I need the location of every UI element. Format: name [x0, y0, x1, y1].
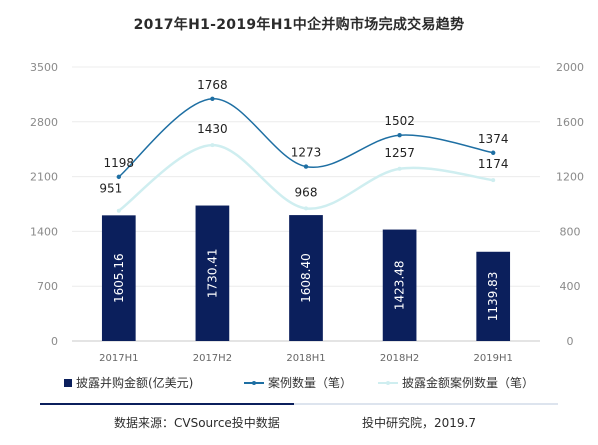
- data-source: 数据来源：CVSource投中数据: [114, 416, 280, 430]
- data-label-deal-count: 1198: [104, 156, 135, 170]
- data-label-bar: 1608.40: [299, 253, 313, 303]
- data-label-disclosed-count: 1174: [478, 157, 509, 171]
- data-point-deal-count: [491, 150, 496, 155]
- footer-rule-accent: [40, 403, 294, 405]
- x-axis-tick-label: 2017H2: [193, 353, 232, 364]
- right-axis-tick-label: 800: [560, 225, 581, 238]
- legend-swatch-line-deal-count: [244, 378, 264, 388]
- legend-item-disclosed-count: 披露金额案例数量（笔）: [378, 374, 534, 391]
- bar: [382, 229, 417, 341]
- legend: 披露并购金额(亿美元) 案例数量（笔） 披露金额案例数量（笔）: [0, 374, 598, 394]
- x-axis-tick-label: 2018H1: [286, 353, 325, 364]
- data-point-deal-count: [303, 164, 309, 169]
- footer: 数据来源：CVSource投中数据 投中研究院，2019.7: [0, 414, 598, 432]
- data-label-deal-count: 1768: [197, 78, 228, 92]
- x-axis-tick-label: 2017H1: [99, 353, 138, 364]
- x-axis-tick-label: 2018H2: [380, 353, 419, 364]
- left-axis-tick-label: 1400: [30, 225, 58, 238]
- footer-rule: [40, 403, 558, 405]
- left-axis-tick-label: 2800: [30, 116, 58, 129]
- right-axis-tick-label: 400: [560, 280, 581, 293]
- right-axis-tick-label: 0: [567, 335, 574, 348]
- data-point-disclosed-count: [491, 178, 496, 183]
- data-label-disclosed-count: 1257: [384, 146, 415, 160]
- data-point-disclosed-count: [210, 143, 215, 148]
- legend-label-deal-count: 案例数量（笔）: [268, 376, 353, 390]
- data-label-deal-count: 1273: [291, 146, 322, 160]
- legend-label-amount: 披露并购金额(亿美元): [76, 376, 194, 390]
- data-label-bar: 1605.16: [112, 253, 126, 303]
- data-label-disclosed-count: 1430: [197, 122, 228, 136]
- chart-title: 2017年H1-2019年H1中企并购市场完成交易趋势: [133, 17, 465, 33]
- series-line-deal-count: [118, 98, 494, 178]
- data-label-deal-count: 1502: [384, 114, 415, 128]
- bar: [195, 205, 230, 341]
- data-point-disclosed-count: [116, 208, 121, 213]
- right-axis-tick-label: 1600: [556, 116, 584, 129]
- data-label-disclosed-count: 951: [99, 182, 122, 196]
- data-point-disclosed-count: [397, 166, 402, 171]
- data-label-bar: 1730.41: [205, 248, 219, 298]
- data-point-deal-count: [397, 133, 402, 138]
- bar: [101, 215, 136, 341]
- report-brand: 投中研究院，2019.7: [362, 416, 476, 430]
- left-axis-tick-label: 0: [51, 335, 58, 348]
- bar: [476, 251, 511, 341]
- legend-item-deal-count: 案例数量（笔）: [244, 374, 352, 391]
- data-point-deal-count: [116, 174, 122, 180]
- bar: [289, 215, 323, 341]
- left-axis-tick-label: 2100: [30, 171, 58, 184]
- legend-swatch-line-disclosed-count: [378, 378, 398, 388]
- data-label-bar: 1423.48: [393, 260, 407, 310]
- right-axis-tick-label: 1200: [556, 171, 584, 184]
- chart-plot: 0 700 1400 2100 2800 3500 0 400 800 1200 1600 2000 2…: [30, 61, 584, 364]
- legend-swatch-bar: [64, 378, 72, 387]
- data-label-disclosed-count: 968: [295, 185, 318, 199]
- legend-item-amount: 披露并购金额(亿美元): [64, 374, 193, 391]
- right-axis-tick-label: 2000: [556, 61, 584, 74]
- legend-label-disclosed-count: 披露金额案例数量（笔）: [402, 376, 535, 390]
- left-axis-tick-label: 3500: [30, 61, 58, 74]
- data-label-deal-count: 1374: [478, 132, 509, 146]
- data-label-bar: 1139.83: [486, 272, 500, 322]
- series-line-disclosed-count: [118, 143, 494, 212]
- left-axis-tick-label: 700: [37, 280, 58, 293]
- x-axis-tick-label: 2019H1: [474, 353, 513, 364]
- data-point-deal-count: [210, 96, 215, 101]
- data-point-disclosed-count: [304, 206, 308, 211]
